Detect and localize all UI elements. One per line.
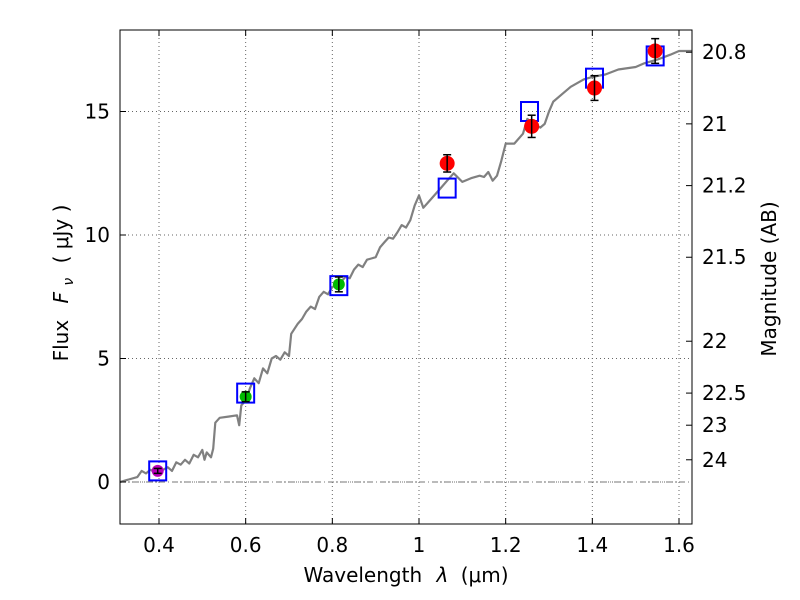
- x-tick-label: 1.6: [663, 533, 695, 557]
- model-box-markers: [148, 45, 665, 482]
- sed-model-curve: [119, 49, 692, 484]
- x-tick-label: 0.6: [230, 533, 262, 557]
- model-box-marker: [437, 177, 457, 199]
- y2-tick-label: 21: [702, 112, 727, 136]
- y-tick-label: 5: [97, 347, 110, 371]
- x-tick-label: 0.8: [316, 533, 348, 557]
- y2-tick-label: 21.2: [702, 174, 747, 198]
- y-tick-label: 0: [97, 470, 110, 494]
- x-axis-label-unit: (μm): [461, 563, 509, 587]
- y2-tick-label: 20.8: [702, 40, 747, 64]
- y2-tick-label: 23: [702, 413, 727, 437]
- x-axis-label-text: Wavelength: [303, 563, 422, 587]
- y2-tick-label: 21.5: [702, 245, 747, 269]
- x-tick-label: 1.2: [490, 533, 522, 557]
- model-box-marker: [329, 275, 349, 297]
- y-axis-label-subscript: ν: [61, 278, 77, 286]
- x-tick-label: 0.4: [143, 533, 175, 557]
- sed-curve-line: [119, 49, 692, 484]
- observed-flux-points: [151, 37, 663, 477]
- axis-ticks: 0.4 0.6 0.8 1 1.2 1.4 1.6 0 5 10 15 20.8 21 21.2 21.5 2…: [85, 30, 747, 557]
- y2-tick-label: 24: [702, 448, 727, 472]
- model-box-marker: [148, 460, 168, 482]
- y2-tick-label: 22.5: [702, 381, 747, 405]
- y-axis-label-symbol: F: [49, 291, 73, 303]
- plot-frame: [119, 29, 693, 525]
- y-tick-label: 10: [85, 223, 110, 247]
- y-tick-label: 15: [85, 100, 110, 124]
- y-axis-label-unit: ( μJy ): [49, 205, 73, 264]
- x-axis-label: Wavelength λ (μm): [303, 563, 508, 587]
- y2-axis-label: Magnitude (AB): [757, 201, 781, 356]
- y2-tick-label: 22: [702, 329, 727, 353]
- y-axis-label-text: Flux: [49, 320, 73, 362]
- x-tick-label: 1.4: [576, 533, 608, 557]
- model-box-marker: [520, 101, 539, 123]
- x-tick-label: 1: [413, 533, 426, 557]
- grid: [120, 30, 692, 524]
- x-axis-label-symbol: λ: [436, 563, 449, 587]
- y-axis-label: Flux F ν ( μJy ): [49, 205, 78, 362]
